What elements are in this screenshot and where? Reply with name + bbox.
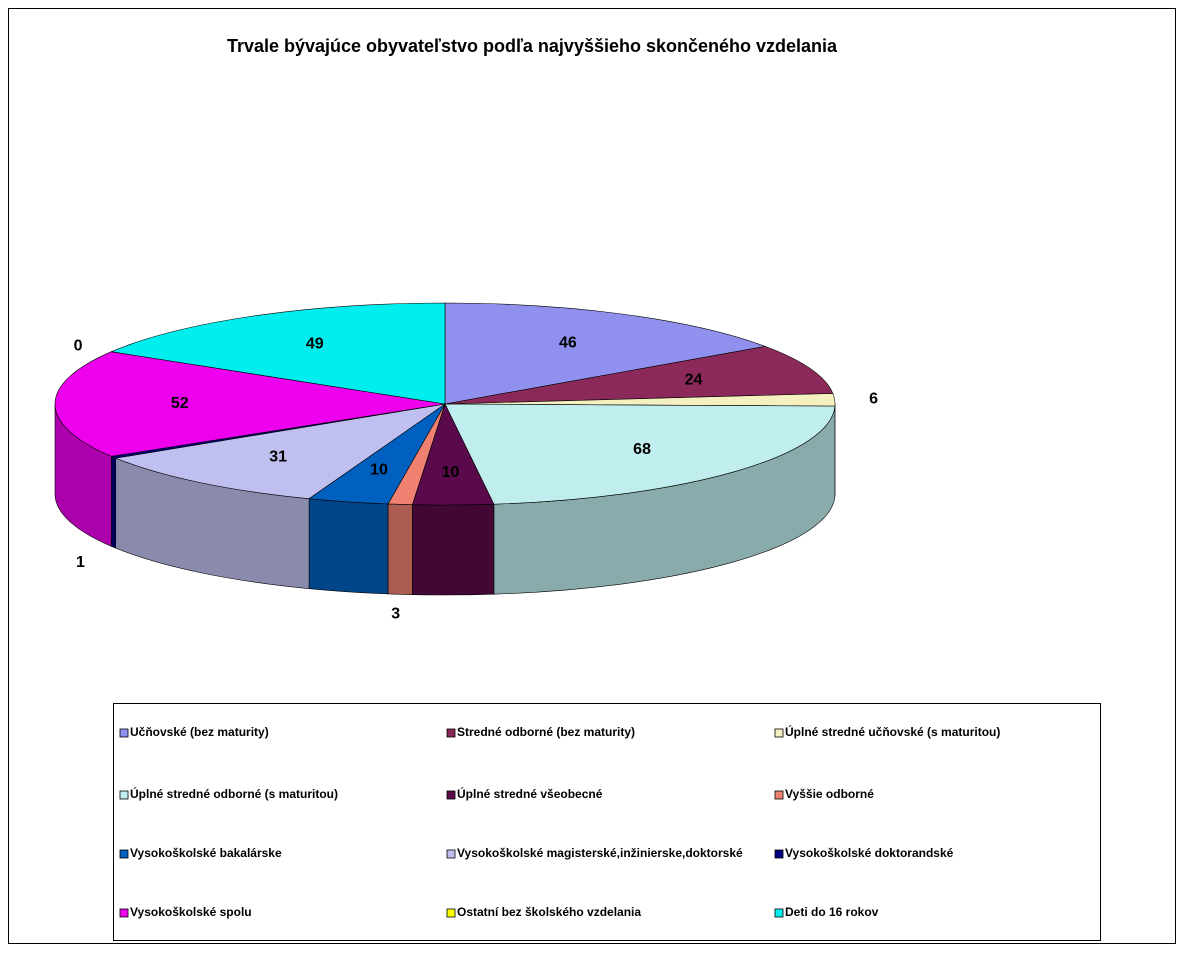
legend-label: Vyššie odborné [785, 787, 874, 801]
legend-label: Vysokoškolské doktorandské [785, 846, 954, 860]
legend-label: Úplné stredné učňovské (s maturitou) [785, 724, 1000, 739]
pie-side [387, 503, 413, 595]
data-label: 46 [559, 334, 577, 351]
legend-label: Úplné stredné odborné (s maturitou) [130, 786, 338, 801]
legend-swatch [774, 728, 784, 738]
data-label: 68 [633, 441, 651, 458]
legend-swatch [119, 728, 129, 738]
legend-swatch [119, 849, 129, 859]
legend-swatch [446, 790, 456, 800]
legend-label: Učňovské (bez maturity) [130, 725, 269, 739]
chart-title: Trvale bývajúce obyvateľstvo podľa najvy… [227, 36, 838, 56]
legend-swatch [446, 908, 456, 918]
data-label: 3 [391, 606, 400, 623]
data-label: 10 [442, 464, 460, 481]
data-label: 24 [685, 371, 703, 388]
pie-slice [444, 346, 834, 405]
pie-slice [444, 302, 767, 405]
legend-swatch [774, 849, 784, 859]
pie-slice [114, 403, 446, 499]
legend-swatch [774, 790, 784, 800]
legend-label: Vysokoškolské magisterské,inžinierske,do… [457, 846, 743, 860]
legend-swatch [446, 728, 456, 738]
legend-label: Vysokoškolské spolu [130, 905, 252, 919]
data-label: 49 [306, 335, 324, 352]
legend-swatch [774, 908, 784, 918]
data-label: 6 [869, 391, 878, 408]
data-label: 10 [370, 462, 388, 479]
legend-label: Úplné stredné všeobecné [457, 786, 603, 801]
legend-swatch [446, 849, 456, 859]
pie-side [412, 503, 495, 596]
legend-swatch [119, 790, 129, 800]
legend-swatch [119, 908, 129, 918]
legend-label: Deti do 16 rokov [785, 905, 879, 919]
pie-side [111, 455, 117, 549]
legend-box [113, 703, 1101, 941]
data-label: 52 [171, 395, 189, 412]
data-label: 0 [74, 338, 83, 355]
pie-slice [444, 403, 836, 505]
pie-slice [54, 351, 446, 457]
data-label: 1 [76, 554, 85, 571]
legend-label: Ostatní bez školského vzdelania [457, 905, 641, 919]
legend-label: Vysokoškolské bakalárske [130, 846, 282, 860]
pie-slice [110, 302, 446, 405]
pie-side [308, 498, 389, 595]
data-label: 31 [269, 449, 287, 466]
legend-label: Stredné odborné (bez maturity) [457, 725, 635, 739]
